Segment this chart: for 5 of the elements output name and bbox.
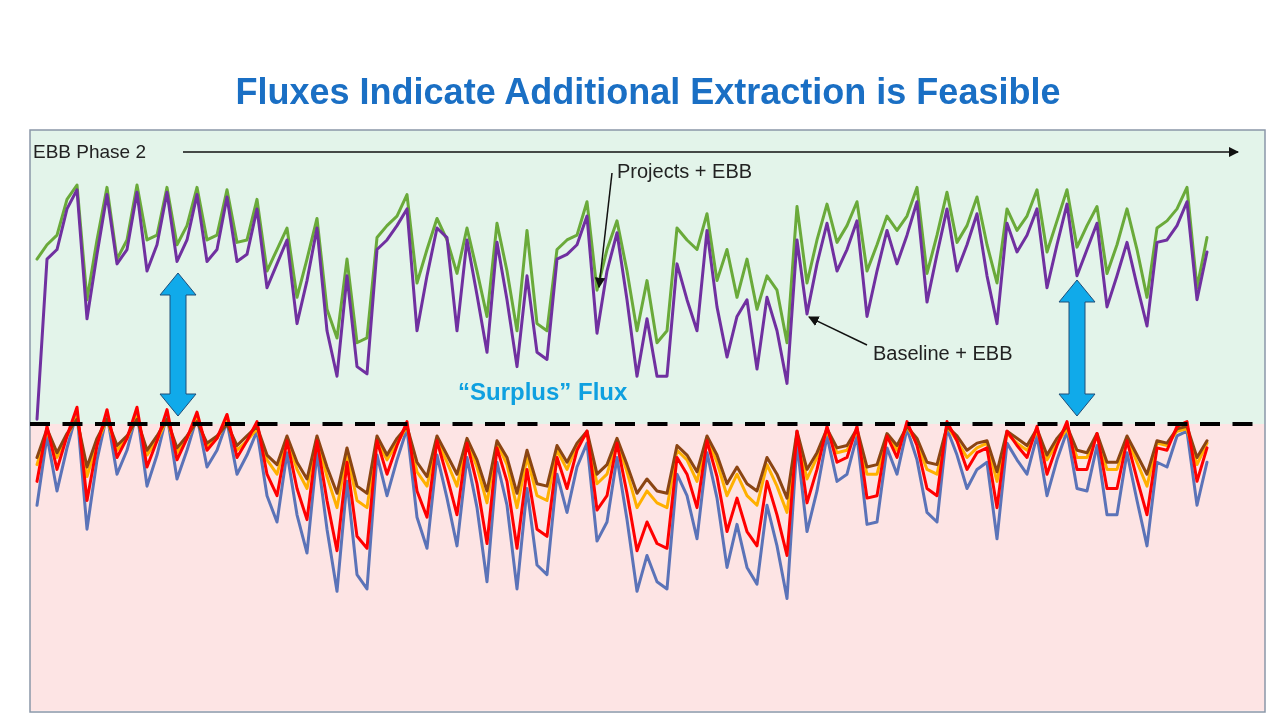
series-label: Projects + EBB bbox=[617, 160, 753, 183]
chart-title: Fluxes Indicate Additional Extraction is Feasible bbox=[235, 71, 1061, 112]
series-label: Baseline + EBB bbox=[873, 342, 1013, 365]
text: EBB Phase 2 bbox=[33, 141, 147, 162]
annotation: “Surplus” Flux bbox=[458, 378, 628, 405]
